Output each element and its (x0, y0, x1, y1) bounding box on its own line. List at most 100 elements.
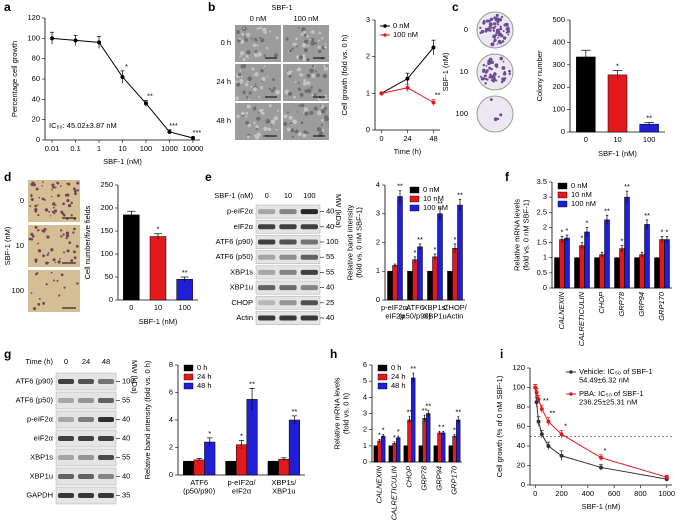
cell (52, 203, 54, 206)
point (431, 45, 436, 50)
bar (267, 461, 279, 476)
cell (293, 95, 296, 99)
colony (492, 34, 497, 39)
y-tick-label: 1 (363, 441, 367, 450)
cell (50, 271, 53, 274)
bar (659, 239, 665, 289)
cell (261, 28, 265, 32)
cell (255, 125, 259, 129)
cell (242, 58, 246, 62)
cell (267, 127, 272, 132)
significance: ** (549, 409, 555, 418)
x-tick-label: 600 (608, 489, 621, 498)
cell (53, 212, 56, 215)
cell (36, 204, 39, 206)
cell (240, 64, 245, 69)
panel-label: c (452, 0, 459, 14)
cell (34, 210, 38, 213)
cell (244, 82, 249, 87)
cell (290, 123, 293, 126)
y-tick-label: 0 (543, 283, 547, 292)
significance: * (397, 427, 400, 436)
x-tick-label: 1 (97, 144, 101, 153)
y-tick-label: 4 (169, 415, 173, 424)
cell (303, 33, 307, 37)
cell (311, 64, 315, 68)
mw-label: MW (kDa) (334, 194, 343, 228)
colony (493, 117, 498, 122)
mw-value: 55 (326, 252, 334, 261)
cell (270, 119, 276, 124)
cell (76, 181, 80, 185)
x-tick-label: 10000 (183, 144, 204, 153)
point (599, 455, 603, 460)
significance: * (382, 426, 385, 435)
band (98, 379, 114, 384)
bar (388, 445, 393, 463)
y-axis-label: Relative mRNA levels(fold vs. 0 h) (333, 377, 351, 449)
colony (496, 20, 500, 24)
cell (302, 81, 307, 86)
protein-label: ATF6 (p90) (16, 376, 54, 385)
cell (51, 183, 55, 187)
y-axis-label: Cell growth (% of 0 nM SBF-1) (495, 375, 504, 477)
cell (55, 204, 57, 207)
significance: ** (417, 235, 423, 244)
cell (56, 279, 59, 282)
legend-label: 0 nM (423, 185, 440, 194)
significance: ** (291, 407, 297, 416)
cell (30, 198, 34, 202)
cell (37, 229, 40, 232)
colony (494, 63, 499, 68)
band (58, 474, 74, 479)
colony (490, 67, 493, 71)
legend-swatch (377, 382, 388, 390)
cell (47, 252, 50, 254)
cell (33, 306, 37, 311)
protein-label: CHOP (231, 298, 253, 307)
colony (496, 43, 499, 45)
cell (288, 74, 292, 78)
cell (239, 69, 242, 72)
x-tick-label: ATF6 (p50/p90) (399, 303, 432, 321)
bar (403, 445, 408, 463)
cell (318, 132, 323, 137)
bar (634, 257, 640, 289)
y-tick-label: 3 (366, 15, 370, 24)
bar (392, 265, 398, 301)
cell (63, 251, 65, 254)
bar (149, 236, 167, 301)
cell (322, 73, 328, 79)
cell (291, 135, 295, 138)
significance: *** (169, 121, 178, 130)
bar (412, 259, 418, 301)
x-tick-label: p-eIF2α/eIF2α (381, 303, 410, 321)
colony (488, 66, 492, 70)
cell (324, 43, 327, 45)
band (300, 315, 318, 321)
colony (488, 22, 493, 27)
colony (492, 79, 496, 83)
bar (554, 257, 560, 289)
y-tick-label: 200 (100, 203, 113, 212)
cell (240, 50, 245, 56)
cell (314, 42, 317, 45)
cell (65, 237, 68, 240)
x-axis-label: SBF-1 (nM) (103, 157, 142, 166)
x-tick-label: 0 (379, 134, 383, 143)
significance: ** (435, 91, 441, 100)
colony (497, 75, 500, 78)
band (98, 474, 114, 479)
point (405, 76, 410, 81)
cell (46, 253, 49, 256)
cell (250, 37, 253, 40)
cell (34, 260, 38, 264)
y-tick-label: 0 (376, 295, 380, 304)
cell (261, 76, 266, 82)
legend-label: 100 nM (571, 199, 596, 208)
band (300, 269, 318, 275)
colony (499, 113, 503, 117)
cell (76, 282, 79, 285)
cell (325, 119, 328, 122)
bar (619, 248, 625, 289)
